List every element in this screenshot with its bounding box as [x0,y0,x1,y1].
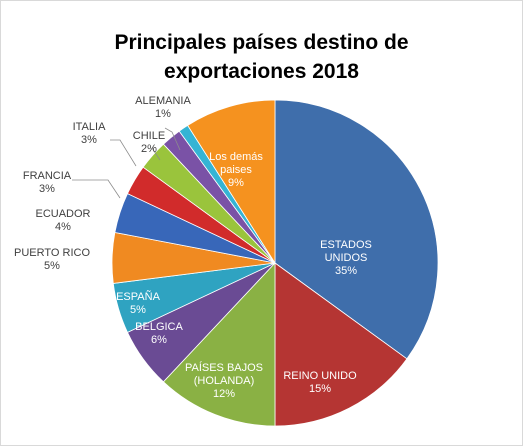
slice-label: BELGICA 6% [135,321,183,346]
chart-title-line2: exportaciones 2018 [164,60,359,83]
slice-label: FRANCIA 3% [23,170,72,195]
slice-label: PAÍSES BAJOS (HOLANDA) 12% [185,361,263,400]
slice-label: PUERTO RICO 5% [14,247,90,272]
chart-title-line1: Principales países destino de [114,31,409,54]
slice-label: Los demás paises 9% [209,151,263,189]
leader-line [164,127,181,151]
chart-title: Principales países destino de exportacio… [0,28,523,86]
pie-slice-países-bajos-holanda- [162,261,276,427]
slice-label: CHILE 2% [133,130,165,155]
slice-label: REINO UNIDO 15% [283,370,357,395]
leader-line [151,147,161,161]
slice-label: ESTADOS UNIDOS 35% [320,239,372,277]
pie-slice-estados-unidos [274,99,439,360]
pie-slice-los-demás-paises [187,99,276,265]
slice-label: ALEMANIA 1% [135,95,191,120]
slice-label: ESPAÑA 5% [116,290,160,316]
leader-line [110,139,137,167]
pie-slice-reino-unido [274,262,408,427]
slice-label: ECUADOR 4% [35,208,90,233]
slice-label: ITALIA 3% [73,121,106,146]
leader-line [72,179,121,199]
